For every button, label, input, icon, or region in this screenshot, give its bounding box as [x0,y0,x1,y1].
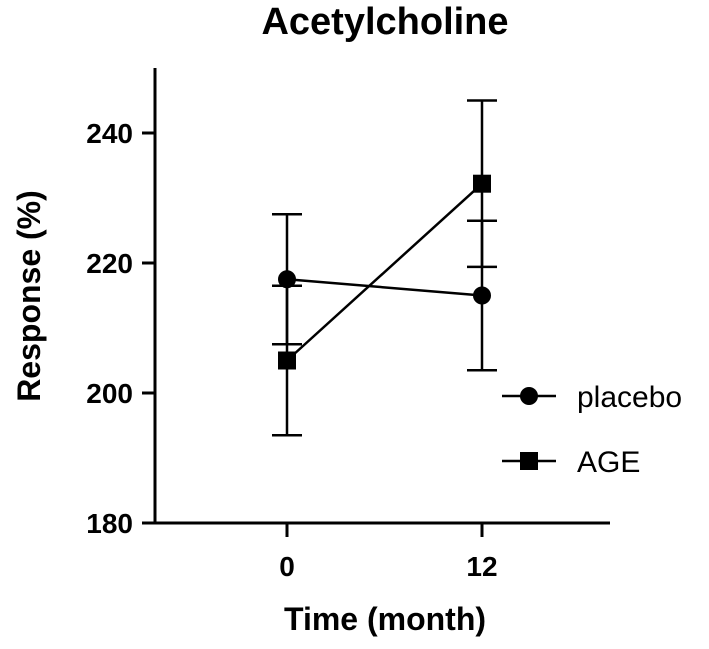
x-tick-label: 0 [279,551,295,582]
chart-title: Acetylcholine [261,1,508,43]
legend-marker-circle [520,387,538,405]
data-point [473,286,491,305]
y-tick-label: 180 [86,508,133,539]
data-point [473,174,491,193]
x-axis-label: Time (month) [284,601,486,637]
x-tick-label: 12 [466,551,497,582]
y-tick-label: 200 [86,378,133,409]
legend-item-placebo: placebo [502,381,682,414]
legend-marker-square [520,452,538,470]
series-line [286,278,483,297]
y-tick-label: 240 [86,118,133,149]
series-layer [272,99,497,437]
data-point [278,351,296,370]
y-axis-label: Response (%) [11,190,47,402]
y-tick-label: 220 [86,248,133,279]
y-ticks: 180 200 220 240 [86,118,155,539]
series-placebo [272,213,497,372]
data-point [278,270,296,289]
legend-item-age: AGE [502,446,640,479]
legend-label: placebo [577,381,682,414]
axes [153,68,610,525]
series-line [286,182,483,362]
series-age [272,99,497,437]
legend: placebo AGE [502,381,682,479]
legend-label: AGE [577,446,640,479]
x-ticks: 0 12 [279,523,498,582]
